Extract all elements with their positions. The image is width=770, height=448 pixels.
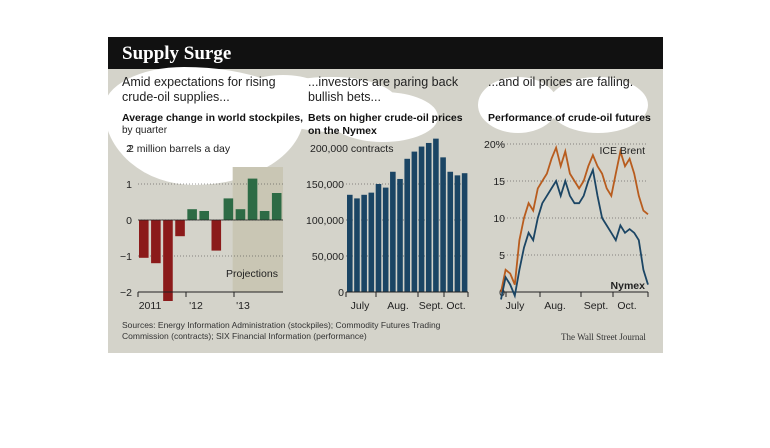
panel1-intro: Amid expectations for rising crude-oil s…: [122, 75, 276, 104]
y-tick-label: 20%: [484, 139, 505, 151]
graphic-panel: Supply Surge Amid expectations for risin…: [104, 37, 663, 353]
y-tick-label: −1: [120, 251, 132, 263]
x-tick-label: Oct.: [446, 300, 465, 312]
y-tick-label: 5: [499, 250, 505, 262]
legend-label: ICE Brent: [599, 145, 645, 157]
panel2-intro: ...investors are paring back bullish bet…: [308, 75, 459, 104]
x-tick-label: '12: [189, 300, 203, 312]
bar: [247, 178, 258, 220]
panel2-unit-label: 200,000 contracts: [310, 143, 394, 155]
bar: [433, 138, 439, 292]
credit-line: The Wall Street Journal: [561, 332, 646, 342]
panel3-heading: Performance of crude-oil futures: [488, 112, 651, 124]
bar: [425, 142, 432, 292]
y-tick-label: 10: [493, 213, 505, 225]
y-tick-label: −2: [120, 287, 132, 299]
x-tick-label: 2011: [139, 300, 162, 312]
bar: [447, 171, 454, 292]
bar: [382, 187, 389, 292]
bar: [223, 198, 234, 220]
bar: [404, 158, 410, 292]
bar: [390, 171, 396, 292]
x-tick-label: Oct.: [617, 300, 636, 312]
bar: [411, 151, 418, 292]
bar: [271, 193, 282, 220]
bar: [454, 175, 461, 292]
bar: [187, 209, 197, 220]
bar: [211, 220, 222, 251]
panel1-unit-label: 2 million barrels a day: [128, 143, 231, 155]
sources-note: Sources: Energy Information Administrati…: [122, 320, 441, 341]
y-tick-label: 100,000: [306, 215, 344, 227]
bar: [139, 220, 149, 258]
title-bar: Supply Surge: [108, 37, 663, 69]
bar: [259, 211, 270, 220]
y-tick-label: 50,000: [312, 251, 344, 263]
panel2-heading: Bets on higher crude-oil prices on the N…: [308, 112, 463, 137]
bar: [361, 194, 367, 292]
legend-label: Nymex: [611, 280, 646, 292]
panel1-heading: Average change in world stockpiles,: [122, 112, 304, 124]
bar: [347, 194, 353, 292]
x-tick-label: July: [351, 300, 370, 312]
projection-shade: [232, 167, 283, 292]
y-tick-label: 0: [338, 287, 344, 299]
x-tick-label: Aug.: [544, 300, 566, 312]
bar: [397, 178, 403, 292]
y-tick-label: 150,000: [306, 179, 344, 191]
y-tick-label: 2: [126, 143, 132, 155]
x-tick-label: Sept.: [419, 300, 444, 312]
bar: [235, 209, 246, 220]
x-tick-label: July: [506, 300, 525, 312]
y-tick-label: 15: [493, 176, 505, 188]
highlight-blob: [328, 92, 438, 142]
y-tick-label: 0: [126, 215, 132, 227]
x-tick-label: Aug.: [387, 300, 409, 312]
bar: [375, 184, 382, 292]
x-tick-label: '13: [236, 300, 250, 312]
x-tick-label: Sept.: [584, 300, 609, 312]
highlight-blob: [528, 99, 578, 117]
series-line: [500, 166, 649, 300]
bar: [461, 173, 468, 292]
bar: [368, 192, 375, 292]
panel3-intro: ...and oil prices are falling.: [488, 75, 634, 89]
bar: [199, 211, 209, 220]
bar: [440, 157, 446, 292]
bar: [175, 220, 185, 237]
bar: [354, 198, 360, 292]
bar: [418, 146, 425, 292]
y-tick-label: 1: [126, 179, 132, 191]
series-line: [500, 144, 649, 293]
bar: [151, 220, 161, 264]
bar: [163, 220, 173, 301]
projection-label: Projections: [226, 268, 278, 280]
charts-svg: Projections210−1−22011'12'13150,000100,0…: [120, 138, 649, 312]
panel1-subheading: by quarter: [122, 125, 168, 136]
chart-title: Supply Surge: [122, 43, 232, 64]
